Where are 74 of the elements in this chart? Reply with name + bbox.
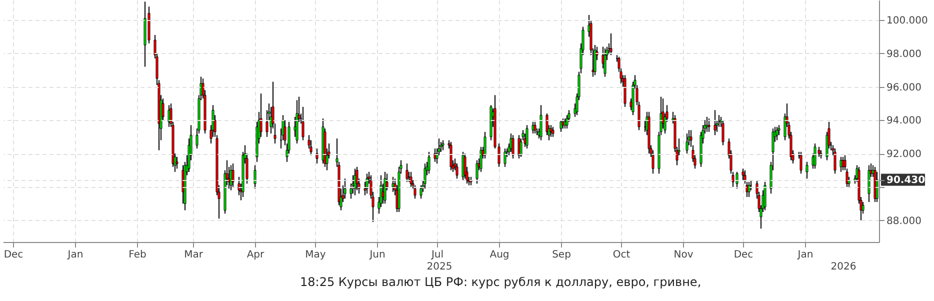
candlestick [742, 168, 744, 181]
candlestick [748, 181, 750, 198]
candlestick [778, 124, 780, 136]
x-tick-label: Apr [246, 250, 266, 260]
candlestick [354, 168, 356, 196]
y-tick-label: 94.000 [886, 116, 922, 127]
candlestick [428, 151, 430, 174]
x2-tick-label: 2025 [426, 262, 452, 272]
x-tick-label: Dec [4, 250, 24, 260]
x-tick-label: Jun [368, 250, 386, 260]
y-tick-label: 90.430 [886, 175, 926, 186]
candlestick [776, 126, 778, 141]
x-tick-label: Mar [184, 250, 204, 260]
candlestick [410, 171, 412, 188]
y-tick-label: 96.000 [886, 82, 922, 94]
x-tick-label: Jul [430, 250, 444, 260]
candlestick [450, 141, 452, 171]
candlestick [736, 171, 738, 190]
candlestick [424, 163, 426, 190]
candlestick [512, 134, 514, 160]
candlestick [442, 140, 444, 151]
x2-tick-label: 2026 [830, 262, 856, 272]
candlestick [366, 173, 368, 194]
candlestick [232, 163, 234, 188]
candlestick [540, 104, 542, 141]
candlestick [480, 146, 482, 172]
candlestick [686, 133, 688, 154]
candlestick [230, 164, 232, 191]
candlestick [708, 118, 710, 132]
x-tick-label: Sep [552, 250, 571, 260]
candlestick [876, 171, 878, 202]
candlestick [714, 110, 716, 136]
candlestick [814, 143, 816, 170]
y-tick-label: 92.000 [886, 149, 922, 160]
candlestick [552, 126, 554, 138]
x-tick-label: Jan [66, 250, 84, 260]
candlestick [546, 112, 548, 136]
candlestick [302, 106, 304, 141]
candlestick [498, 143, 500, 168]
x-tick-label: Feb [128, 250, 146, 260]
candlestick [610, 32, 612, 56]
candlestick [868, 164, 870, 202]
candlestick [254, 164, 256, 190]
candlestick [764, 181, 766, 211]
candlestick [440, 141, 442, 152]
x-tick-label: May [305, 250, 326, 260]
x-tick-label: Jan [796, 250, 814, 260]
candlestick [344, 178, 346, 200]
candlestick [526, 124, 528, 150]
x-tick-label: Aug [490, 250, 510, 260]
candlestick [560, 120, 562, 132]
y-tick-label: 98.000 [886, 48, 922, 60]
candlestick [550, 124, 552, 138]
x-tick-label: Nov [674, 250, 694, 260]
candlestick [316, 148, 318, 164]
candlestick [420, 184, 422, 200]
text: 18:25 Курсы валют ЦБ РФ: курс рубля к доллару, евро, гривне, [299, 275, 702, 289]
x-tick-label: Dec [734, 250, 754, 260]
candlestick [406, 163, 408, 182]
candlestick [476, 160, 478, 184]
candlestick [818, 146, 820, 158]
candlestick [484, 131, 486, 160]
candlestick [594, 44, 596, 76]
x-tick-label: Oct [612, 250, 630, 260]
candlestick [384, 171, 386, 204]
candlestick [806, 161, 808, 180]
candlestick [176, 156, 178, 170]
candlestick [722, 120, 724, 146]
candlestick [464, 153, 466, 180]
candlestick [834, 148, 836, 174]
candlestick [534, 121, 536, 134]
y-tick-label: 88.000 [886, 216, 922, 227]
candlestick [604, 48, 606, 78]
y-tick-label: 100.000 [886, 16, 928, 27]
